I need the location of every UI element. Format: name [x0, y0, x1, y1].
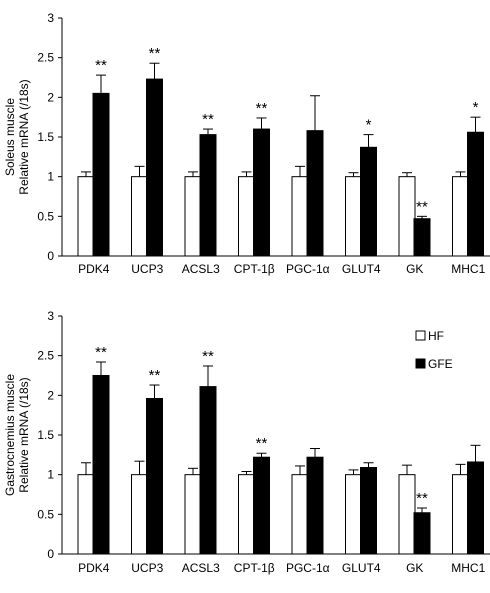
bar-gfe — [360, 146, 377, 257]
y-tick-label: 0.5 — [37, 507, 54, 521]
y-tick-label: 2 — [47, 388, 54, 402]
y-tick-label: 3 — [47, 309, 54, 323]
y-tick-label: 2 — [47, 90, 54, 104]
category-label: ACSL3 — [182, 561, 220, 575]
bar-hf — [77, 176, 95, 257]
bar-gfe — [146, 398, 163, 555]
category-label: ACSL3 — [182, 262, 220, 276]
category-label: MHC1 — [451, 561, 485, 575]
legend-label-hf: HF — [428, 329, 444, 343]
significance-marker: ** — [95, 344, 107, 361]
bar-hf — [345, 474, 362, 555]
y-tick-label: 0.5 — [37, 209, 54, 223]
significance-marker: ** — [95, 57, 107, 74]
y-tick-label: 2.5 — [37, 349, 54, 363]
category-label: MHC1 — [451, 262, 485, 276]
bar-gfe — [92, 375, 110, 555]
bar-hf — [345, 176, 362, 257]
bar-hf — [131, 176, 148, 257]
y-tick-label: 2.5 — [37, 51, 54, 65]
bar-hf — [238, 176, 255, 257]
bar-gfe — [199, 134, 217, 257]
bar-gfe — [92, 92, 110, 257]
legend-swatch-hf — [415, 330, 426, 341]
significance-marker: ** — [256, 100, 268, 117]
significance-marker: ** — [202, 111, 214, 128]
significance-marker: ** — [416, 490, 428, 507]
bar-hf — [452, 176, 469, 257]
legend-swatch-gfe — [415, 358, 426, 369]
bar-gfe — [467, 461, 484, 555]
bar-hf — [77, 474, 95, 555]
y-tick-label: 1 — [47, 468, 54, 482]
y-tick-label: 0 — [47, 249, 54, 263]
category-label: PDK4 — [78, 561, 110, 575]
bar-hf — [238, 474, 255, 555]
bar-hf — [184, 474, 202, 555]
bar-gfe — [413, 512, 431, 555]
y-tick-label: 1.5 — [37, 130, 54, 144]
category-label: UCP3 — [131, 561, 163, 575]
category-label: UCP3 — [131, 262, 163, 276]
category-label: CPT-1β — [234, 561, 275, 575]
bar-gfe — [306, 130, 324, 257]
category-label: PDK4 — [78, 262, 110, 276]
bar-hf — [291, 176, 309, 257]
significance-marker: ** — [256, 435, 268, 452]
bar-gfe — [253, 128, 270, 257]
category-label: GK — [406, 262, 423, 276]
bar-hf — [131, 474, 148, 555]
bar-hf — [184, 176, 202, 257]
bar-hf — [452, 474, 469, 555]
bar-hf — [291, 474, 309, 555]
category-label: GK — [406, 561, 423, 575]
category-label: GLUT4 — [342, 561, 381, 575]
y-tick-label: 0 — [47, 547, 54, 561]
category-label: PGC-1α — [286, 262, 330, 276]
significance-marker: ** — [149, 367, 161, 384]
bar-gfe — [467, 131, 484, 257]
y-axis-label: Gastrocnemius muscle — [3, 374, 17, 496]
y-tick-label: 1.5 — [37, 428, 54, 442]
y-tick-label: 1 — [47, 170, 54, 184]
y-tick-label: 3 — [47, 11, 54, 25]
y-axis-label: Soleus muscle — [3, 98, 17, 176]
bar-hf — [398, 474, 416, 555]
category-label: PGC-1α — [286, 561, 330, 575]
significance-marker: * — [366, 117, 372, 134]
bar-gfe — [253, 456, 270, 555]
significance-marker: * — [473, 99, 479, 116]
bar-gfe — [413, 218, 431, 257]
significance-marker: ** — [149, 45, 161, 62]
significance-marker: ** — [416, 198, 428, 215]
category-label: CPT-1β — [234, 262, 275, 276]
significance-marker: ** — [202, 348, 214, 365]
y-axis-label: Relative mRNA (/18s) — [17, 79, 31, 194]
legend-label-gfe: GFE — [428, 357, 453, 371]
bar-gfe — [146, 78, 163, 257]
bar-gfe — [199, 386, 217, 555]
category-label: GLUT4 — [342, 262, 381, 276]
bar-gfe — [306, 456, 324, 555]
y-axis-label: Relative mRNA (/18s) — [17, 377, 31, 492]
bar-gfe — [360, 467, 377, 555]
bar-hf — [398, 176, 416, 257]
